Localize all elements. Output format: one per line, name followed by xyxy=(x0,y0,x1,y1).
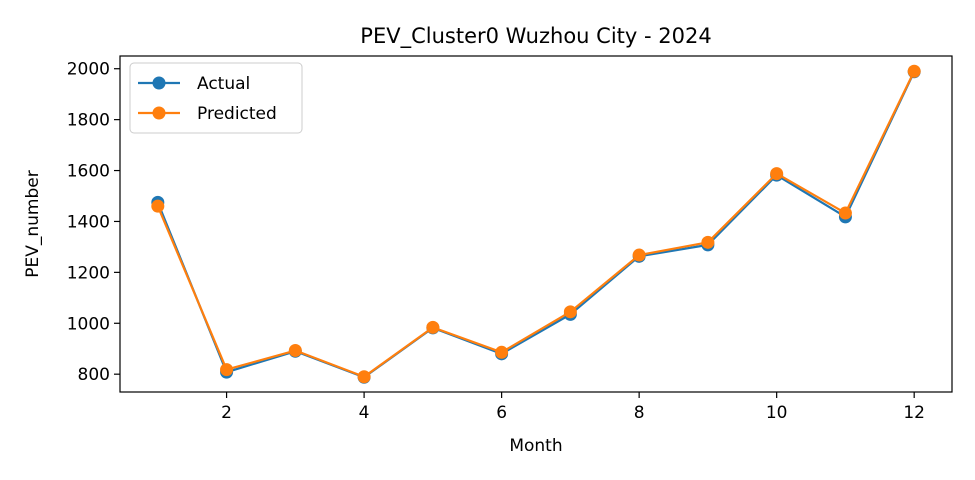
predicted-point xyxy=(220,363,234,377)
y-tick-label: 1000 xyxy=(67,314,110,334)
predicted-point xyxy=(907,64,921,78)
predicted-point xyxy=(426,320,440,334)
legend-actual-marker xyxy=(152,76,166,90)
y-axis: 800 1000 1200 1400 1600 1800 2000 xyxy=(67,60,120,385)
legend-actual-label: Actual xyxy=(197,74,250,94)
x-axis: 2 4 6 8 10 12 xyxy=(221,392,925,423)
x-tick-label: 4 xyxy=(359,403,370,423)
chart-title: PEV_Cluster0 Wuzhou City - 2024 xyxy=(360,24,711,49)
predicted-point xyxy=(838,206,852,220)
predicted-point xyxy=(151,199,165,213)
x-tick-label: 12 xyxy=(903,403,925,423)
y-tick-label: 800 xyxy=(78,365,110,385)
predicted-point xyxy=(495,345,509,359)
legend-predicted-marker xyxy=(152,106,166,120)
plot-area xyxy=(151,64,921,384)
y-tick-label: 2000 xyxy=(67,60,110,80)
x-axis-title: Month xyxy=(509,436,562,456)
x-tick-label: 8 xyxy=(634,403,645,423)
predicted-series-line xyxy=(156,70,916,378)
plot-frame xyxy=(119,55,953,393)
y-axis-title: PEV_number xyxy=(23,170,43,277)
legend: Actual Predicted xyxy=(129,62,303,134)
predicted-point xyxy=(701,235,715,249)
legend-predicted-label: Predicted xyxy=(197,104,277,124)
predicted-point xyxy=(563,305,577,319)
x-tick-label: 10 xyxy=(766,403,788,423)
legend-frame xyxy=(129,62,303,134)
y-tick-label: 1800 xyxy=(67,111,110,131)
x-tick-label: 2 xyxy=(221,403,232,423)
predicted-point xyxy=(357,370,371,384)
predicted-point xyxy=(288,344,302,358)
predicted-point xyxy=(632,248,646,262)
y-tick-label: 1600 xyxy=(67,162,110,182)
x-tick-label: 6 xyxy=(496,403,507,423)
predicted-point xyxy=(770,167,784,181)
y-tick-label: 1200 xyxy=(67,263,110,283)
y-tick-label: 1400 xyxy=(67,212,110,232)
